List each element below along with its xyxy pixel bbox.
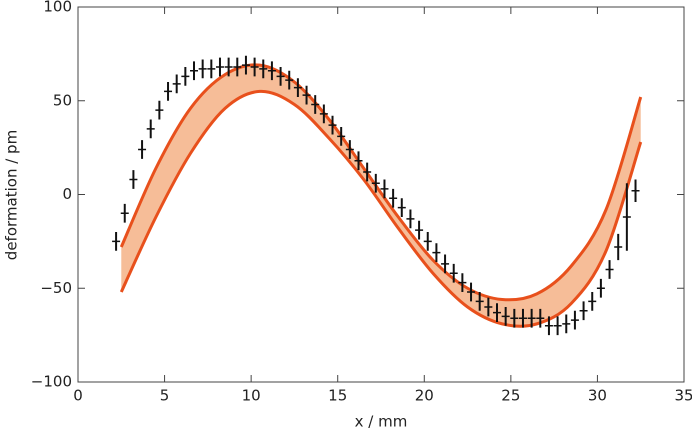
band-upper xyxy=(119,63,643,302)
y-tick-label: 0 xyxy=(62,185,72,203)
x-tick-label: 5 xyxy=(160,387,170,405)
y-tick-label: −100 xyxy=(31,373,72,391)
x-tick-label: 10 xyxy=(242,387,261,405)
x-tick-label: 35 xyxy=(674,387,692,405)
y-tick-label: 50 xyxy=(53,91,72,109)
x-tick-label: 15 xyxy=(328,387,347,405)
x-tick-label: 25 xyxy=(501,387,520,405)
x-axis-label: x / mm xyxy=(355,413,408,431)
x-tick-label: 30 xyxy=(588,387,607,405)
band-lower xyxy=(119,89,643,328)
y-axis-label: deformation / pm xyxy=(3,130,21,260)
x-tick-label: 20 xyxy=(415,387,434,405)
x-tick-label: 0 xyxy=(73,387,83,405)
y-tick-label: 100 xyxy=(43,0,72,16)
y-tick-label: −50 xyxy=(40,279,72,297)
